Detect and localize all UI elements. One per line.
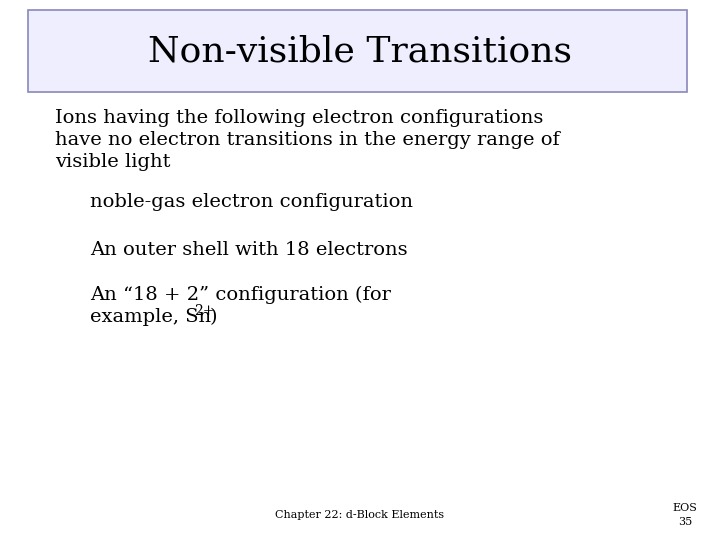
Text: 35: 35 (678, 517, 692, 527)
Text: noble-gas electron configuration: noble-gas electron configuration (90, 193, 413, 211)
Text: Chapter 22: d-Block Elements: Chapter 22: d-Block Elements (276, 510, 444, 520)
Text: example, Sn: example, Sn (90, 308, 211, 326)
Text: An “18 + 2” configuration (for: An “18 + 2” configuration (for (90, 286, 391, 304)
Text: An outer shell with 18 electrons: An outer shell with 18 electrons (90, 241, 408, 259)
Text: EOS: EOS (672, 503, 698, 513)
Text: have no electron transitions in the energy range of: have no electron transitions in the ener… (55, 131, 559, 149)
Text: Non-visible Transitions: Non-visible Transitions (148, 34, 572, 68)
Text: ): ) (210, 308, 217, 326)
FancyBboxPatch shape (28, 10, 687, 92)
Text: 2+: 2+ (194, 304, 215, 318)
Text: Ions having the following electron configurations: Ions having the following electron confi… (55, 109, 544, 127)
Text: visible light: visible light (55, 153, 171, 171)
